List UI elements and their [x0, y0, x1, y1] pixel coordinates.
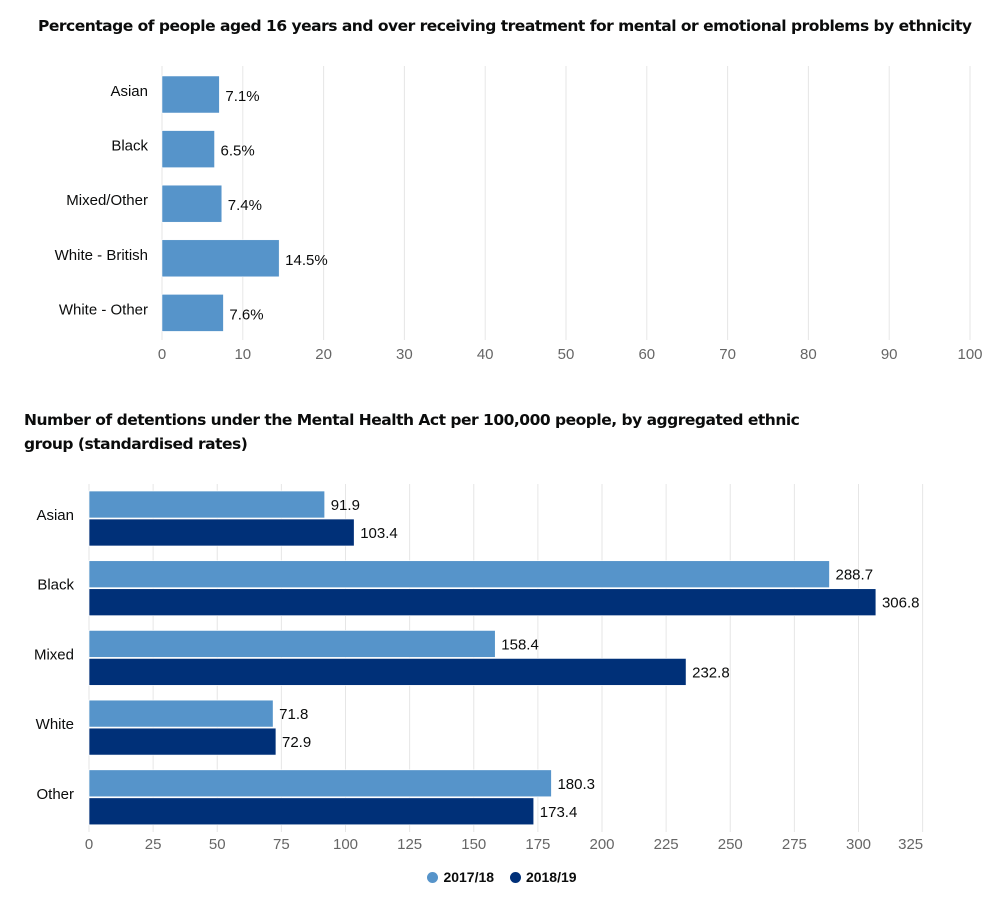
x-tick-label: 0: [85, 836, 93, 853]
chart-2-title: Number of detentions under the Mental He…: [24, 411, 800, 453]
x-tick-label: 50: [558, 346, 575, 363]
data-label: 180.3: [557, 776, 595, 793]
bar-2018-19: [88, 518, 355, 547]
legend-label: 2017/18: [443, 869, 495, 885]
data-label: 71.8: [279, 706, 308, 723]
legend-dot-icon: [509, 872, 521, 883]
bar: [161, 294, 224, 332]
x-tick-label: 150: [461, 836, 486, 853]
x-tick-label: 10: [234, 346, 251, 363]
bar-2018-19: [88, 588, 877, 617]
bar-2018-19: [88, 727, 277, 756]
legend-label: 2018/19: [525, 869, 577, 885]
category-label: Black: [111, 138, 148, 155]
bar-2017-18: [88, 490, 326, 519]
x-tick-label: 60: [638, 346, 655, 363]
x-tick-label: 90: [881, 346, 898, 363]
x-tick-label: 100: [957, 346, 982, 363]
category-label: Black: [37, 577, 74, 594]
data-label: 7.6%: [229, 306, 263, 323]
x-tick-label: 0: [158, 346, 166, 363]
data-label: 91.9: [331, 497, 360, 514]
data-label: 14.5%: [285, 252, 328, 269]
x-tick-label: 20: [315, 346, 332, 363]
data-label: 7.1%: [225, 88, 259, 105]
category-label: White - British: [55, 247, 148, 264]
category-label: White - Other: [59, 301, 148, 318]
chart-1-title: Percentage of people aged 16 years and o…: [38, 17, 972, 35]
chart-2-legend: 2017/18 2018/19: [0, 869, 1004, 885]
x-tick-label: 30: [396, 346, 413, 363]
category-label: Mixed: [34, 646, 74, 663]
x-tick-label: 275: [782, 836, 807, 853]
data-label: 158.4: [501, 636, 539, 653]
x-tick-label: 225: [654, 836, 679, 853]
category-label: White: [36, 716, 74, 733]
category-label: Asian: [36, 507, 74, 524]
category-label: Asian: [110, 83, 148, 100]
data-label: 6.5%: [221, 143, 255, 160]
x-tick-label: 100: [333, 836, 358, 853]
bar-2018-19: [88, 658, 687, 686]
chart-1-plot: 0 10 20 30 40 50 60 70 80 90 100 Asian 7.1% Black 6.5%…: [55, 66, 983, 363]
category-label: Mixed/Other: [66, 192, 148, 209]
legend-item-2018-19[interactable]: 2018/19: [509, 869, 577, 885]
x-tick-label: 125: [397, 836, 422, 853]
x-tick-label: 70: [719, 346, 736, 363]
data-label: 7.4%: [228, 197, 262, 214]
x-tick-label: 40: [477, 346, 494, 363]
x-tick-label: 50: [209, 836, 226, 853]
data-label: 173.4: [540, 804, 578, 821]
legend-dot-icon: [427, 872, 439, 883]
x-tick-label: 75: [273, 836, 290, 853]
data-label: 103.4: [360, 525, 398, 542]
data-label: 306.8: [882, 595, 920, 612]
bar: [161, 75, 220, 114]
legend-item-2017-18[interactable]: 2017/18: [427, 869, 494, 885]
x-tick-label: 325: [898, 836, 923, 853]
x-tick-label: 200: [589, 836, 614, 853]
x-tick-label: 25: [145, 836, 162, 853]
bar-2017-18: [88, 630, 496, 658]
category-label: Other: [36, 786, 74, 803]
bar-2017-18: [88, 769, 552, 798]
x-tick-label: 175: [525, 836, 550, 853]
bar: [161, 130, 215, 168]
x-tick-label: 80: [800, 346, 817, 363]
data-label: 72.9: [282, 734, 311, 751]
bar-2017-18: [88, 560, 830, 589]
bar-2017-18: [88, 699, 274, 728]
data-label: 232.8: [692, 664, 730, 681]
bar: [161, 184, 223, 223]
data-label: 288.7: [836, 567, 874, 584]
bar-2018-19: [88, 797, 535, 826]
bar: [161, 239, 280, 278]
x-tick-label: 250: [718, 836, 743, 853]
x-tick-label: 300: [846, 836, 871, 853]
